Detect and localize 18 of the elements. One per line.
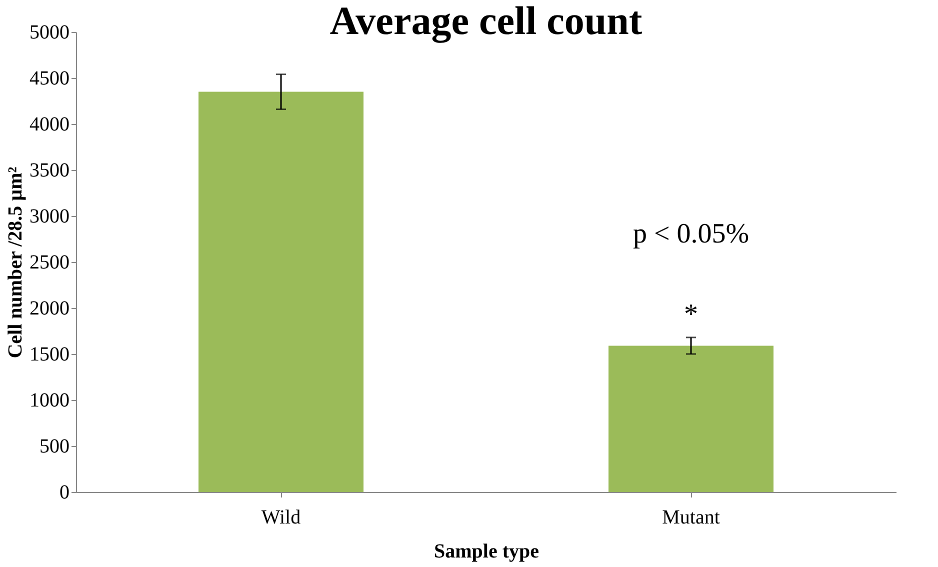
x-axis-title: Sample type [434, 540, 540, 562]
y-tick-label: 2500 [30, 252, 70, 274]
x-tick-label: Wild [261, 506, 301, 528]
y-tick-label: 0 [60, 482, 70, 504]
chart-title: Average cell count [330, 0, 643, 43]
annotation: * [684, 298, 698, 330]
y-tick-label: 5000 [30, 22, 70, 44]
y-tick-label: 4000 [30, 114, 70, 136]
y-tick-label: 3000 [30, 206, 70, 228]
y-tick-label: 1000 [30, 390, 70, 412]
y-tick-label: 1500 [30, 344, 70, 366]
y-tick-label: 2000 [30, 298, 70, 320]
y-tick-label: 4500 [30, 68, 70, 90]
y-tick-label: 3500 [30, 160, 70, 182]
x-tick-label: Mutant [662, 506, 720, 528]
y-axis-title: Cell number /28.5 µm² [4, 166, 26, 358]
annotation: p < 0.05% [632, 218, 750, 250]
y-tick-label: 500 [40, 436, 70, 458]
